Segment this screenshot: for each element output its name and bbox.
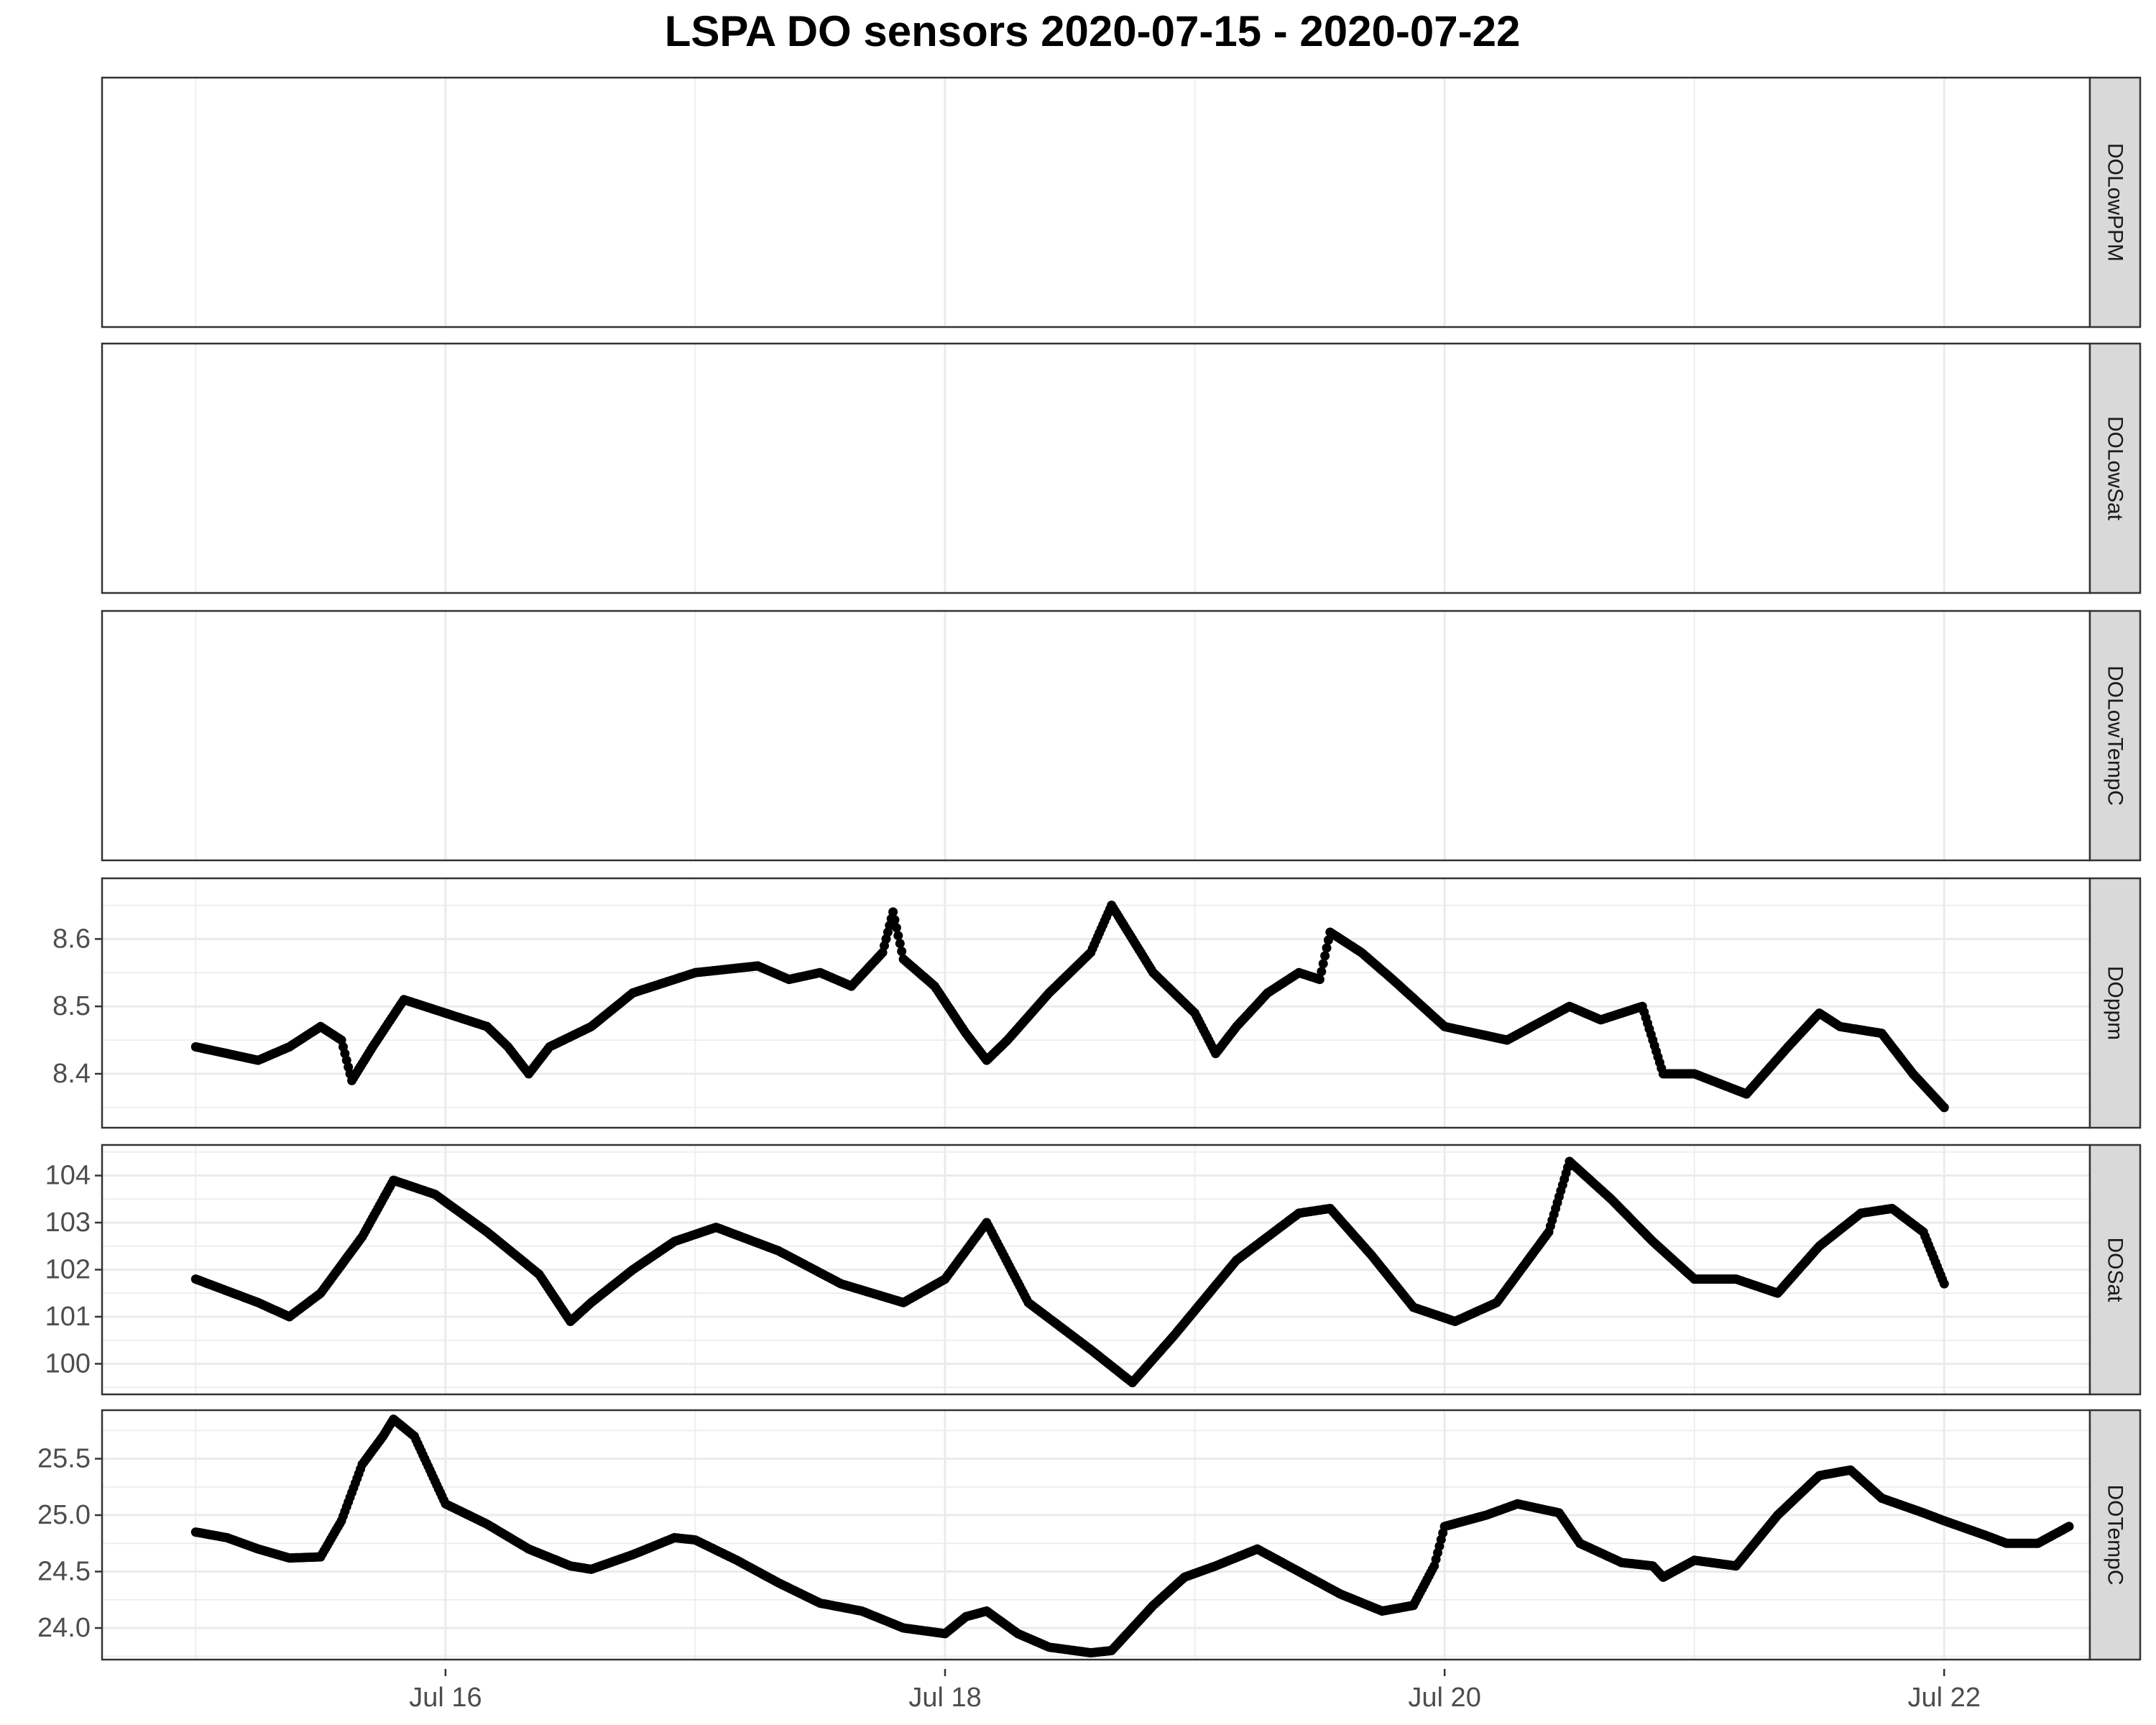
y-tick-label: 8.4 — [52, 1059, 91, 1089]
y-tick-label: 103 — [45, 1208, 91, 1238]
data-point — [1318, 959, 1328, 969]
data-point — [1314, 975, 1325, 985]
data-point — [2064, 1522, 2074, 1532]
y-tick-label: 101 — [45, 1302, 91, 1332]
panel-DOLowPPM: DOLowPPM — [101, 76, 2142, 328]
data-point — [1939, 1279, 1949, 1289]
x-tick-label: Jul 20 — [1408, 1683, 1480, 1713]
facet-strip — [2088, 1409, 2142, 1661]
y-tick-label: 25.0 — [37, 1500, 91, 1530]
data-point — [1939, 1103, 1949, 1113]
facet-strip — [2088, 342, 2142, 594]
panel-DOTempC: DOTempC 24.0 24.5 25.0 25.5 — [37, 1409, 2142, 1661]
facet-strip — [2088, 1144, 2142, 1396]
panel-background — [102, 1410, 2090, 1660]
y-tick-label: 8.5 — [52, 991, 91, 1021]
facet-strip-label: DOLowPPM — [2104, 143, 2127, 262]
panel-DOppm: DOppm 8.4 8.5 8.6 — [52, 877, 2142, 1129]
series-points-DOppm — [190, 901, 1949, 1113]
data-point — [888, 907, 898, 917]
data-point — [1317, 967, 1327, 977]
data-point — [1322, 943, 1332, 953]
facet-strip — [2088, 877, 2142, 1129]
y-tick-label: 24.0 — [37, 1613, 91, 1643]
x-axis: Jul 16 Jul 18 Jul 20 Jul 22 — [409, 1669, 1981, 1713]
facet-strip-label: DOLowSat — [2104, 416, 2127, 521]
facet-strip — [2088, 610, 2142, 862]
panel-background — [102, 78, 2090, 327]
facet-strip-label: DOLowTempC — [2104, 666, 2127, 806]
panel-DOLowSat: DOLowSat — [101, 342, 2142, 594]
data-point — [1320, 951, 1330, 961]
data-point — [891, 923, 901, 933]
facet-strip-label: DOTempC — [2104, 1484, 2127, 1585]
y-tick-label: 102 — [45, 1255, 91, 1285]
y-tick-label: 104 — [45, 1161, 91, 1191]
y-tick-label: 25.5 — [37, 1444, 91, 1474]
data-point — [895, 939, 905, 949]
facet-panels: DOLowPPM DOLowSat DOLowTempC DOppm 8.4 8.5 8.6… — [37, 76, 2142, 1661]
series-points-DOTempC — [190, 1414, 2074, 1658]
y-tick-label: 24.5 — [37, 1557, 91, 1587]
y-tick-label: 8.6 — [52, 924, 91, 954]
x-tick-label: Jul 18 — [908, 1683, 981, 1713]
x-tick-label: Jul 16 — [409, 1683, 482, 1713]
chart-title: LSPA DO sensors 2020-07-15 - 2020-07-22 — [665, 7, 1521, 55]
x-tick-label: Jul 22 — [1908, 1683, 1981, 1713]
series-points-DOSat — [190, 1156, 1949, 1388]
panel-DOSat: DOSat 100 101 102 103 104 — [45, 1144, 2142, 1396]
facet-strip-label: DOSat — [2104, 1237, 2127, 1302]
facet-strip — [2088, 76, 2142, 328]
panel-background — [102, 611, 2090, 860]
y-tick-label: 100 — [45, 1348, 91, 1379]
panel-background — [102, 344, 2090, 593]
data-point — [890, 915, 900, 925]
panel-DOLowTempC: DOLowTempC — [101, 610, 2142, 862]
facet-strip-label: DOppm — [2104, 966, 2127, 1040]
data-point — [897, 947, 907, 957]
data-point — [893, 931, 903, 941]
